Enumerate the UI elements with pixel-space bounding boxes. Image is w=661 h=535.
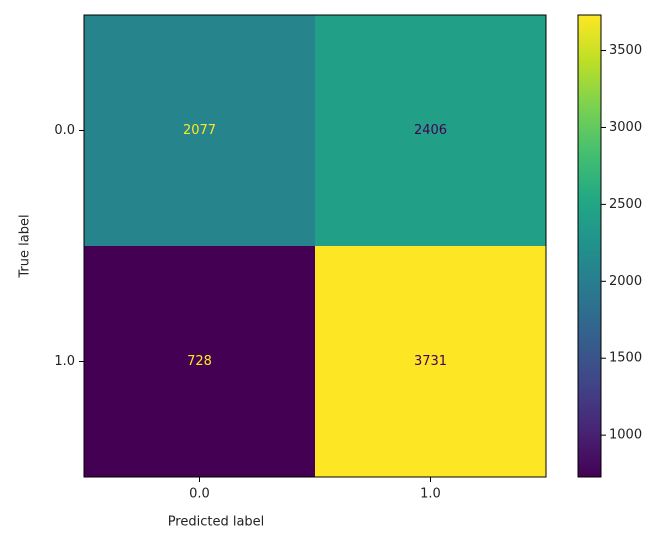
- colorbar: [577, 14, 602, 478]
- cell-label: 2077: [183, 123, 216, 138]
- x-tick-label: 0.0: [189, 487, 210, 502]
- cell-label: 3731: [414, 354, 447, 369]
- cell: [84, 246, 315, 477]
- colorbar-tick-label: 2000: [609, 274, 642, 289]
- colorbar-tick-label: 3000: [609, 120, 642, 135]
- colorbar-tick-label: 1000: [609, 428, 642, 443]
- colorbar-tick-label: 1500: [609, 351, 642, 366]
- cell-label: 728: [187, 354, 212, 369]
- y-tick-label: 1.0: [54, 354, 75, 369]
- cell: [315, 246, 546, 477]
- colorbar-tick-label: 2500: [609, 197, 642, 212]
- colorbar-tick-label: 3500: [609, 43, 642, 58]
- cell-label: 2406: [414, 123, 447, 138]
- x-tick-label: 1.0: [420, 487, 441, 502]
- x-axis-label: Predicted label: [168, 515, 265, 530]
- frame: [83, 14, 547, 478]
- y-tick-label: 0.0: [54, 123, 75, 138]
- cell: [315, 15, 546, 246]
- cell: [84, 15, 315, 246]
- y-axis-label: True label: [18, 214, 33, 278]
